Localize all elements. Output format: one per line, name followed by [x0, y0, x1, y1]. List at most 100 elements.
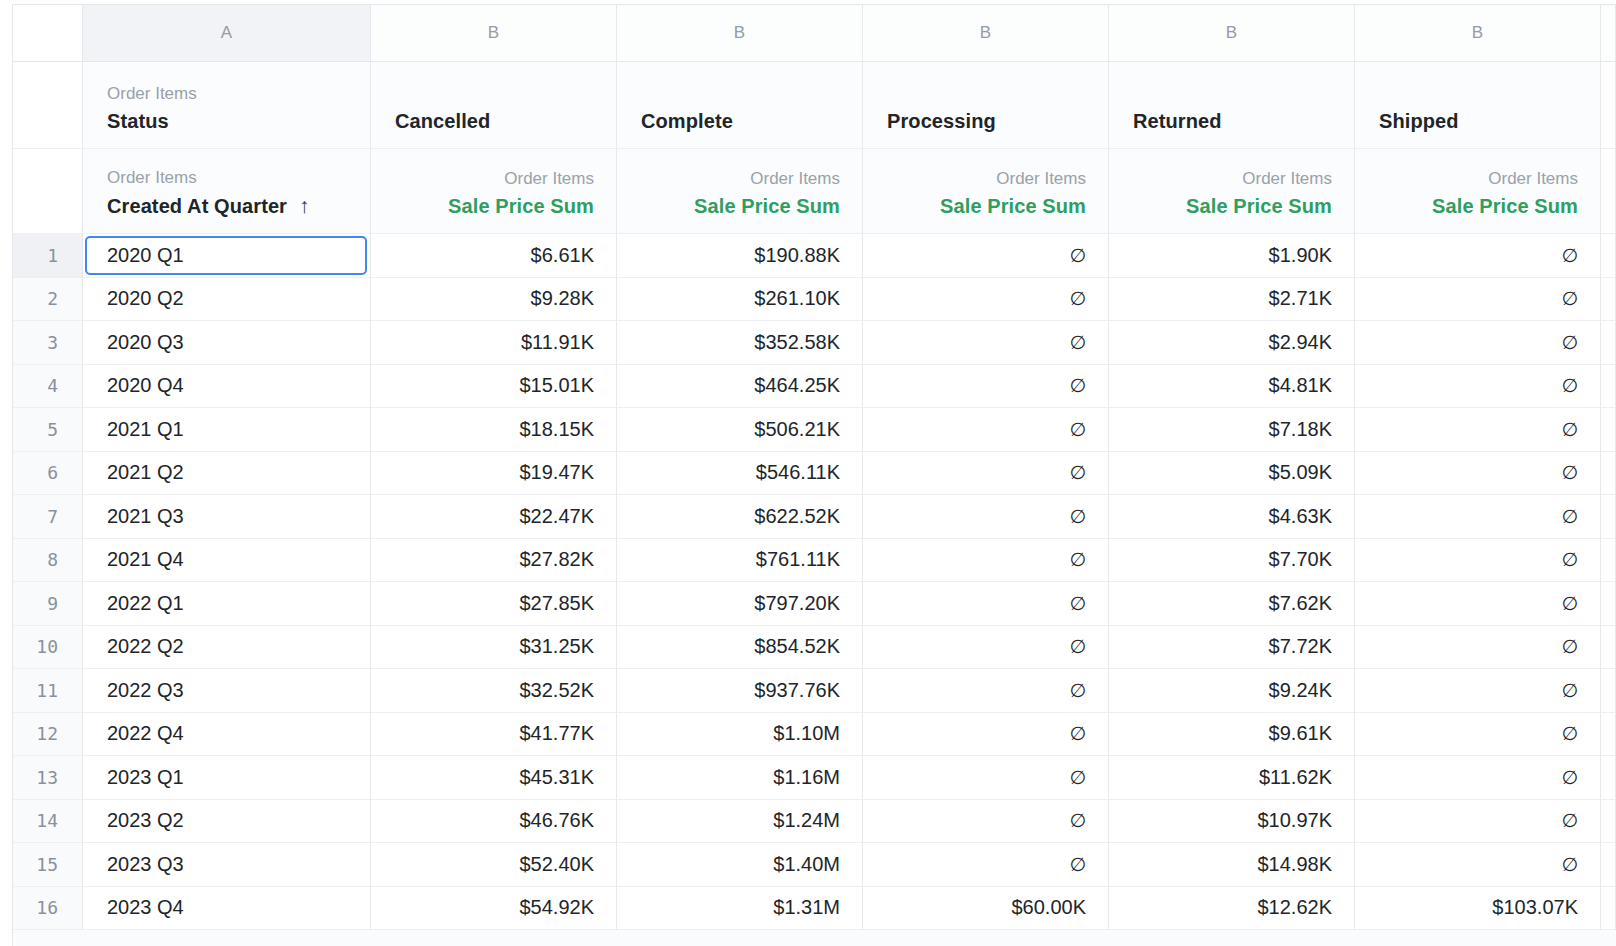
- empty-value-cell[interactable]: ∅: [863, 626, 1109, 670]
- value-cell[interactable]: $761.11K: [617, 539, 863, 583]
- value-cell[interactable]: $622.52K: [617, 495, 863, 539]
- value-cell[interactable]: $2.94K: [1109, 321, 1355, 365]
- row-number[interactable]: 7: [13, 495, 83, 539]
- value-cell[interactable]: $6.61K: [371, 234, 617, 278]
- row-number[interactable]: 1: [13, 234, 83, 278]
- value-cell[interactable]: $32.52K: [371, 669, 617, 713]
- quarter-cell[interactable]: 2021 Q4: [83, 539, 371, 583]
- value-cell[interactable]: $1.31M: [617, 887, 863, 931]
- row-number[interactable]: 9: [13, 582, 83, 626]
- empty-value-cell[interactable]: ∅: [1355, 582, 1601, 626]
- empty-value-cell[interactable]: ∅: [863, 582, 1109, 626]
- value-cell[interactable]: $10.97K: [1109, 800, 1355, 844]
- quarter-cell[interactable]: 2022 Q3: [83, 669, 371, 713]
- value-cell[interactable]: $1.40M: [617, 843, 863, 887]
- value-cell[interactable]: $7.18K: [1109, 408, 1355, 452]
- value-cell[interactable]: $190.88K: [617, 234, 863, 278]
- quarter-cell[interactable]: 2020 Q2: [83, 278, 371, 322]
- column-letter-header[interactable]: B: [371, 5, 617, 62]
- row-dimension-header[interactable]: Order ItemsCreated At Quarter↑: [83, 149, 371, 234]
- metric-header[interactable]: Order ItemsSale Price Sum: [863, 149, 1109, 234]
- empty-value-cell[interactable]: ∅: [863, 408, 1109, 452]
- metric-header[interactable]: Order ItemsSale Price Sum: [617, 149, 863, 234]
- empty-value-cell[interactable]: ∅: [1355, 626, 1601, 670]
- value-cell[interactable]: $54.92K: [371, 887, 617, 931]
- value-cell[interactable]: $9.28K: [371, 278, 617, 322]
- value-cell[interactable]: $1.90K: [1109, 234, 1355, 278]
- metric-header[interactable]: Order ItemsSale Price Sum: [1109, 149, 1355, 234]
- value-cell[interactable]: $261.10K: [617, 278, 863, 322]
- quarter-cell[interactable]: 2023 Q2: [83, 800, 371, 844]
- pivot-value-header[interactable]: Returned: [1109, 62, 1355, 149]
- row-number[interactable]: 14: [13, 800, 83, 844]
- value-cell[interactable]: $19.47K: [371, 452, 617, 496]
- value-cell[interactable]: $27.82K: [371, 539, 617, 583]
- value-cell[interactable]: $506.21K: [617, 408, 863, 452]
- quarter-cell[interactable]: 2021 Q3: [83, 495, 371, 539]
- row-number[interactable]: 13: [13, 756, 83, 800]
- quarter-cell[interactable]: 2022 Q2: [83, 626, 371, 670]
- empty-value-cell[interactable]: ∅: [1355, 365, 1601, 409]
- empty-value-cell[interactable]: ∅: [863, 278, 1109, 322]
- row-number[interactable]: 4: [13, 365, 83, 409]
- empty-value-cell[interactable]: ∅: [1355, 495, 1601, 539]
- row-number[interactable]: 3: [13, 321, 83, 365]
- value-cell[interactable]: $1.16M: [617, 756, 863, 800]
- column-letter-header[interactable]: B: [1109, 5, 1355, 62]
- value-cell[interactable]: $9.61K: [1109, 713, 1355, 757]
- value-cell[interactable]: $1.24M: [617, 800, 863, 844]
- pivot-value-header[interactable]: Shipped: [1355, 62, 1601, 149]
- value-cell[interactable]: $4.63K: [1109, 495, 1355, 539]
- value-cell[interactable]: $52.40K: [371, 843, 617, 887]
- empty-value-cell[interactable]: ∅: [1355, 539, 1601, 583]
- quarter-cell[interactable]: 2023 Q4: [83, 887, 371, 931]
- value-cell[interactable]: $22.47K: [371, 495, 617, 539]
- pivot-value-header[interactable]: Complete: [617, 62, 863, 149]
- empty-value-cell[interactable]: ∅: [1355, 452, 1601, 496]
- row-number[interactable]: 11: [13, 669, 83, 713]
- empty-value-cell[interactable]: ∅: [863, 321, 1109, 365]
- value-cell[interactable]: $352.58K: [617, 321, 863, 365]
- quarter-cell[interactable]: 2020 Q4: [83, 365, 371, 409]
- column-letter-header[interactable]: A: [83, 5, 371, 62]
- row-number[interactable]: 5: [13, 408, 83, 452]
- column-letter-header[interactable]: B: [863, 5, 1109, 62]
- row-number[interactable]: 16: [13, 887, 83, 931]
- pivot-dimension-header[interactable]: Order ItemsStatus: [83, 62, 371, 149]
- value-cell[interactable]: $11.62K: [1109, 756, 1355, 800]
- empty-value-cell[interactable]: ∅: [1355, 843, 1601, 887]
- quarter-cell[interactable]: 2021 Q1: [83, 408, 371, 452]
- pivot-value-header[interactable]: Cancelled: [371, 62, 617, 149]
- value-cell[interactable]: $7.70K: [1109, 539, 1355, 583]
- value-cell[interactable]: $2.71K: [1109, 278, 1355, 322]
- value-cell[interactable]: $46.76K: [371, 800, 617, 844]
- pivot-value-header[interactable]: Processing: [863, 62, 1109, 149]
- empty-value-cell[interactable]: ∅: [863, 756, 1109, 800]
- value-cell[interactable]: $4.81K: [1109, 365, 1355, 409]
- value-cell[interactable]: $797.20K: [617, 582, 863, 626]
- quarter-cell[interactable]: 2020 Q3: [83, 321, 371, 365]
- empty-value-cell[interactable]: ∅: [1355, 713, 1601, 757]
- empty-value-cell[interactable]: ∅: [1355, 278, 1601, 322]
- empty-value-cell[interactable]: ∅: [863, 539, 1109, 583]
- value-cell[interactable]: $5.09K: [1109, 452, 1355, 496]
- empty-value-cell[interactable]: ∅: [1355, 408, 1601, 452]
- value-cell[interactable]: $41.77K: [371, 713, 617, 757]
- quarter-cell[interactable]: 2022 Q1: [83, 582, 371, 626]
- empty-value-cell[interactable]: ∅: [1355, 756, 1601, 800]
- row-number[interactable]: 10: [13, 626, 83, 670]
- corner-cell[interactable]: [13, 5, 83, 62]
- value-cell[interactable]: $7.72K: [1109, 626, 1355, 670]
- empty-value-cell[interactable]: ∅: [1355, 669, 1601, 713]
- value-cell[interactable]: $854.52K: [617, 626, 863, 670]
- row-number[interactable]: 8: [13, 539, 83, 583]
- quarter-cell[interactable]: 2023 Q1: [83, 756, 371, 800]
- row-number[interactable]: 6: [13, 452, 83, 496]
- value-cell[interactable]: $45.31K: [371, 756, 617, 800]
- empty-value-cell[interactable]: ∅: [1355, 321, 1601, 365]
- value-cell[interactable]: $9.24K: [1109, 669, 1355, 713]
- empty-value-cell[interactable]: ∅: [863, 800, 1109, 844]
- empty-value-cell[interactable]: ∅: [863, 843, 1109, 887]
- empty-value-cell[interactable]: ∅: [1355, 234, 1601, 278]
- selected-cell[interactable]: 2020 Q1: [83, 234, 371, 278]
